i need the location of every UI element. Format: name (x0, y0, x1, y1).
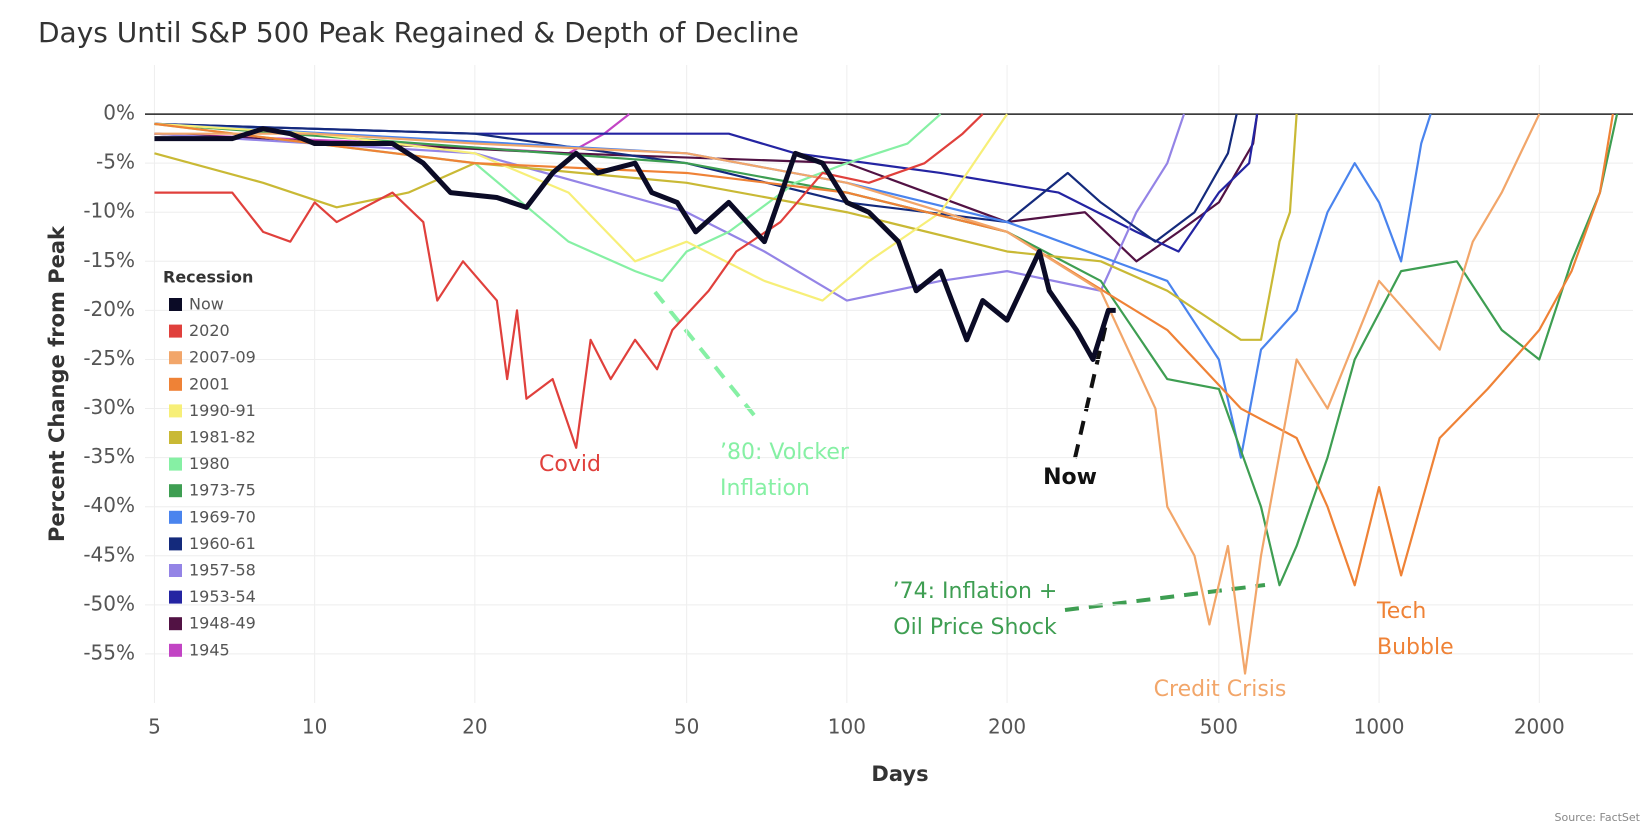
legend-label: 1960-61 (189, 534, 256, 553)
y-tick-label: -35% (83, 444, 135, 468)
annotation: Covid (539, 452, 601, 477)
series-line (154, 113, 1541, 675)
legend-label: 2020 (189, 321, 230, 340)
series-line (154, 113, 1432, 459)
series-line (154, 113, 1186, 302)
legend-label: 2001 (189, 374, 230, 393)
legend-label: 1973-75 (189, 481, 256, 500)
arrows (653, 290, 1266, 612)
y-tick-label: -15% (83, 248, 135, 272)
y-tick-label: -50% (83, 591, 135, 615)
legend-label: 1969-70 (189, 507, 256, 526)
legend-label: 1945 (189, 640, 230, 659)
annotation: Tech (1376, 599, 1426, 624)
y-axis-label: Percent Change from Peak (45, 225, 69, 542)
annotation: ’74: Inflation + (893, 579, 1058, 604)
series-line (154, 113, 1619, 587)
arrow (1064, 583, 1266, 612)
y-tick-label: -55% (83, 640, 135, 664)
annotation: Oil Price Shock (893, 615, 1057, 640)
legend-label: 1953-54 (189, 587, 256, 606)
annotation: Inflation (720, 476, 810, 501)
series-line (154, 113, 1238, 243)
x-tick-label: 1000 (1354, 715, 1405, 739)
series-line (154, 113, 942, 283)
series-line (154, 113, 984, 449)
y-tick-label: 0% (103, 101, 135, 125)
y-tick-label: -30% (83, 395, 135, 419)
legend-swatch (169, 351, 182, 365)
x-axis-label: Days (871, 762, 928, 786)
legend-swatch (169, 564, 182, 577)
y-tick-label: -45% (83, 542, 135, 566)
source: Source: FactSet (1555, 811, 1641, 824)
series-line (154, 114, 1298, 341)
annotation: ’80: Volcker (720, 440, 850, 465)
x-tick-label: 20 (462, 715, 487, 739)
arrow (653, 290, 760, 422)
x-tick-label: 100 (828, 715, 866, 739)
legend-swatch (169, 484, 182, 498)
y-tick-label: -40% (83, 493, 135, 517)
legend-swatch (169, 590, 182, 604)
legend-label: 1981-82 (189, 428, 256, 447)
legend-label: 1990-91 (189, 401, 256, 420)
legend-swatch (169, 324, 182, 338)
x-tick-label: 500 (1200, 715, 1238, 739)
x-tick-label: 50 (674, 715, 699, 739)
legend-label: Now (189, 295, 224, 314)
plot-area (145, 65, 1633, 703)
annotation: Bubble (1377, 635, 1454, 660)
legend-title: Recession (163, 268, 253, 287)
series-line (154, 113, 1614, 587)
y-tick-label: -5% (96, 150, 135, 174)
legend-swatch (169, 404, 182, 418)
legend-label: 2007-09 (189, 348, 256, 367)
legend-label: 1980 (189, 454, 230, 473)
legend-swatch (169, 510, 182, 524)
y-tick-label: -10% (83, 199, 135, 223)
legend-swatch (169, 457, 182, 471)
series-line (154, 113, 1008, 302)
legend-label: 1948-49 (189, 614, 256, 633)
legend-swatch (169, 298, 182, 311)
annotation: Credit Crisis (1154, 677, 1287, 702)
legend-swatch (169, 377, 182, 391)
series-line (154, 113, 1259, 253)
legend-label: 1957-58 (189, 561, 256, 580)
legend-swatch (169, 431, 182, 444)
legend-swatch (169, 643, 182, 657)
x-tick-label: 5 (148, 715, 161, 739)
annotation: Now (1043, 465, 1097, 490)
series-line (154, 126, 1116, 362)
x-tick-label: 200 (988, 715, 1026, 739)
x-tick-label: 2000 (1514, 715, 1565, 739)
y-tick-label: -25% (83, 346, 135, 370)
legend-swatch (169, 537, 182, 551)
x-tick-label: 10 (302, 715, 327, 739)
y-tick-label: -20% (83, 297, 135, 321)
chart-title: Days Until S&P 500 Peak Regained & Depth… (38, 16, 799, 49)
legend-swatch (169, 617, 182, 631)
